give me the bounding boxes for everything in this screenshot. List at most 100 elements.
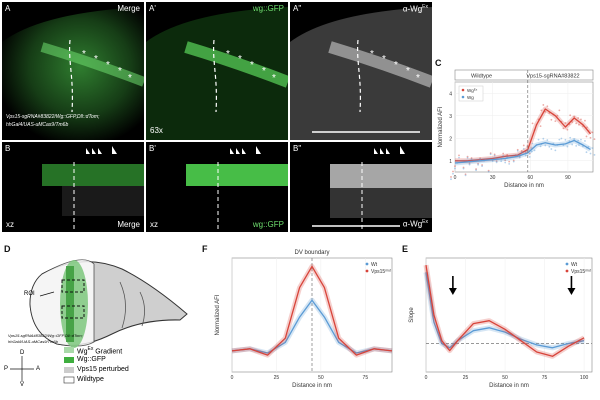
panel-title: Merge xyxy=(117,220,140,229)
panel-b1-wg-gfp: B' xz wg::GFP xyxy=(146,142,288,232)
axis-d: D xyxy=(20,350,25,356)
scatter-point xyxy=(577,117,580,119)
asterisk: * xyxy=(272,73,276,84)
panel-title: wg::GFP xyxy=(252,4,284,13)
genotype-line-1: Vps15-sgRNA#83822/Wg::GFP,Dll::dTom; xyxy=(8,333,83,338)
scatter-point xyxy=(512,159,515,162)
panel-corner: xz xyxy=(6,220,14,229)
scatter-point xyxy=(454,167,456,170)
panel-title: Merge xyxy=(117,4,140,13)
y-tick-label: 4 xyxy=(449,91,452,97)
scatter-point xyxy=(512,160,515,163)
scatter-point xyxy=(462,166,465,169)
panel-label: A' xyxy=(149,4,156,13)
asterisk: * xyxy=(370,49,374,60)
panel-title: wg::GFP xyxy=(252,220,284,229)
scatter-point xyxy=(487,170,490,173)
scatter-point xyxy=(593,138,596,141)
scatter-point xyxy=(569,136,572,139)
legend-vps15: Vps15mut xyxy=(571,269,591,276)
asterisk: * xyxy=(406,66,410,77)
asterisk: * xyxy=(128,73,132,84)
legend-marker xyxy=(461,95,465,99)
scatter-point xyxy=(564,122,567,124)
scatter-point xyxy=(585,135,588,138)
scatter-point xyxy=(593,154,596,156)
panel-label: A xyxy=(5,4,11,13)
scatter-point xyxy=(495,160,498,163)
scatter-point xyxy=(493,154,496,157)
scatter-point xyxy=(530,150,533,153)
scatter-point xyxy=(573,138,576,141)
x-tick-label: 100 xyxy=(580,375,589,381)
y-axis-label: Slope xyxy=(409,307,415,323)
asterisk: * xyxy=(394,60,398,71)
arrow-head xyxy=(567,288,576,295)
chart-c: 0 30 60 90 1 2 3 4 Distance in nm Normalized AFI W… xyxy=(438,69,596,189)
genotype-line-2: hhGal4/UAS-uMCas9/Tm6b xyxy=(6,122,69,128)
scatter-point xyxy=(454,165,456,168)
scatter-point xyxy=(533,149,536,152)
scatter-point xyxy=(571,143,574,146)
scatter-point xyxy=(556,114,559,117)
scatter-point xyxy=(520,150,523,152)
legend-wg-gfp: Wg::GFP xyxy=(77,356,106,363)
legend-marker xyxy=(565,262,569,266)
scatter-point xyxy=(502,154,505,157)
scatter-point xyxy=(477,162,479,165)
panel-label: D xyxy=(4,244,11,254)
scatter-point xyxy=(450,176,452,178)
scatter-point xyxy=(550,118,553,121)
x-tick-label: 0 xyxy=(454,175,457,181)
scatter-point xyxy=(470,158,473,161)
x-tick-label: 0 xyxy=(231,375,234,381)
series-line xyxy=(454,139,591,164)
legend-box xyxy=(458,85,484,102)
scatter-point xyxy=(516,148,519,151)
scatter-point xyxy=(481,164,483,166)
scatter-point xyxy=(558,109,561,112)
genotype-line-2: hhGal4/UAS-uMCas9/Tm6b xyxy=(8,339,58,344)
asterisk: * xyxy=(416,73,420,84)
panel-b2-anti-wg: B" α-WgEx xyxy=(290,142,432,232)
scatter-point xyxy=(544,110,547,113)
scatter-point xyxy=(544,144,547,147)
y-tick-label: 3 xyxy=(449,114,452,120)
axis-a: A xyxy=(36,366,41,372)
panel-b2-image xyxy=(312,146,432,230)
x-tick-label: 30 xyxy=(490,175,496,181)
scatter-point xyxy=(500,160,503,163)
x-tick-label: 75 xyxy=(542,375,548,381)
x-tick-label: 75 xyxy=(363,375,369,381)
roi-label: ROI xyxy=(24,291,35,297)
scatter-point xyxy=(578,144,580,146)
scatter-point xyxy=(522,144,525,147)
panel-a2-image: * * * * * xyxy=(290,7,432,140)
scatter-point xyxy=(466,155,469,158)
y-tick-label: 1 xyxy=(449,159,452,165)
scatter-point xyxy=(550,148,553,150)
legend-wg: Wg xyxy=(467,95,474,100)
legend-marker xyxy=(365,269,369,273)
x-tick-label: 50 xyxy=(318,375,324,381)
panel-a-merge: * * * * * A Merge Vps15-sgRNA#83822/Wg::… xyxy=(2,2,144,140)
scatter-point xyxy=(575,145,578,147)
x-axis-label: Distance in nm xyxy=(489,383,529,389)
scatter-point xyxy=(554,149,557,152)
arrowheads xyxy=(86,146,117,154)
scatter-point xyxy=(586,126,588,129)
scatter-point xyxy=(475,169,477,172)
header-bar xyxy=(454,69,594,81)
scatter-point xyxy=(481,165,483,168)
x-tick-label: 90 xyxy=(565,175,571,181)
scatter-point xyxy=(468,162,471,165)
scatter-point xyxy=(562,127,565,130)
scatter-point xyxy=(502,152,505,155)
series-line xyxy=(425,264,585,357)
panel-a1-image: * * * * * xyxy=(146,7,288,140)
scatter-point xyxy=(493,153,496,156)
legend-swatch xyxy=(64,367,74,373)
scatter-point xyxy=(452,170,454,173)
roi-box xyxy=(61,279,85,293)
scatter-point xyxy=(539,145,542,148)
